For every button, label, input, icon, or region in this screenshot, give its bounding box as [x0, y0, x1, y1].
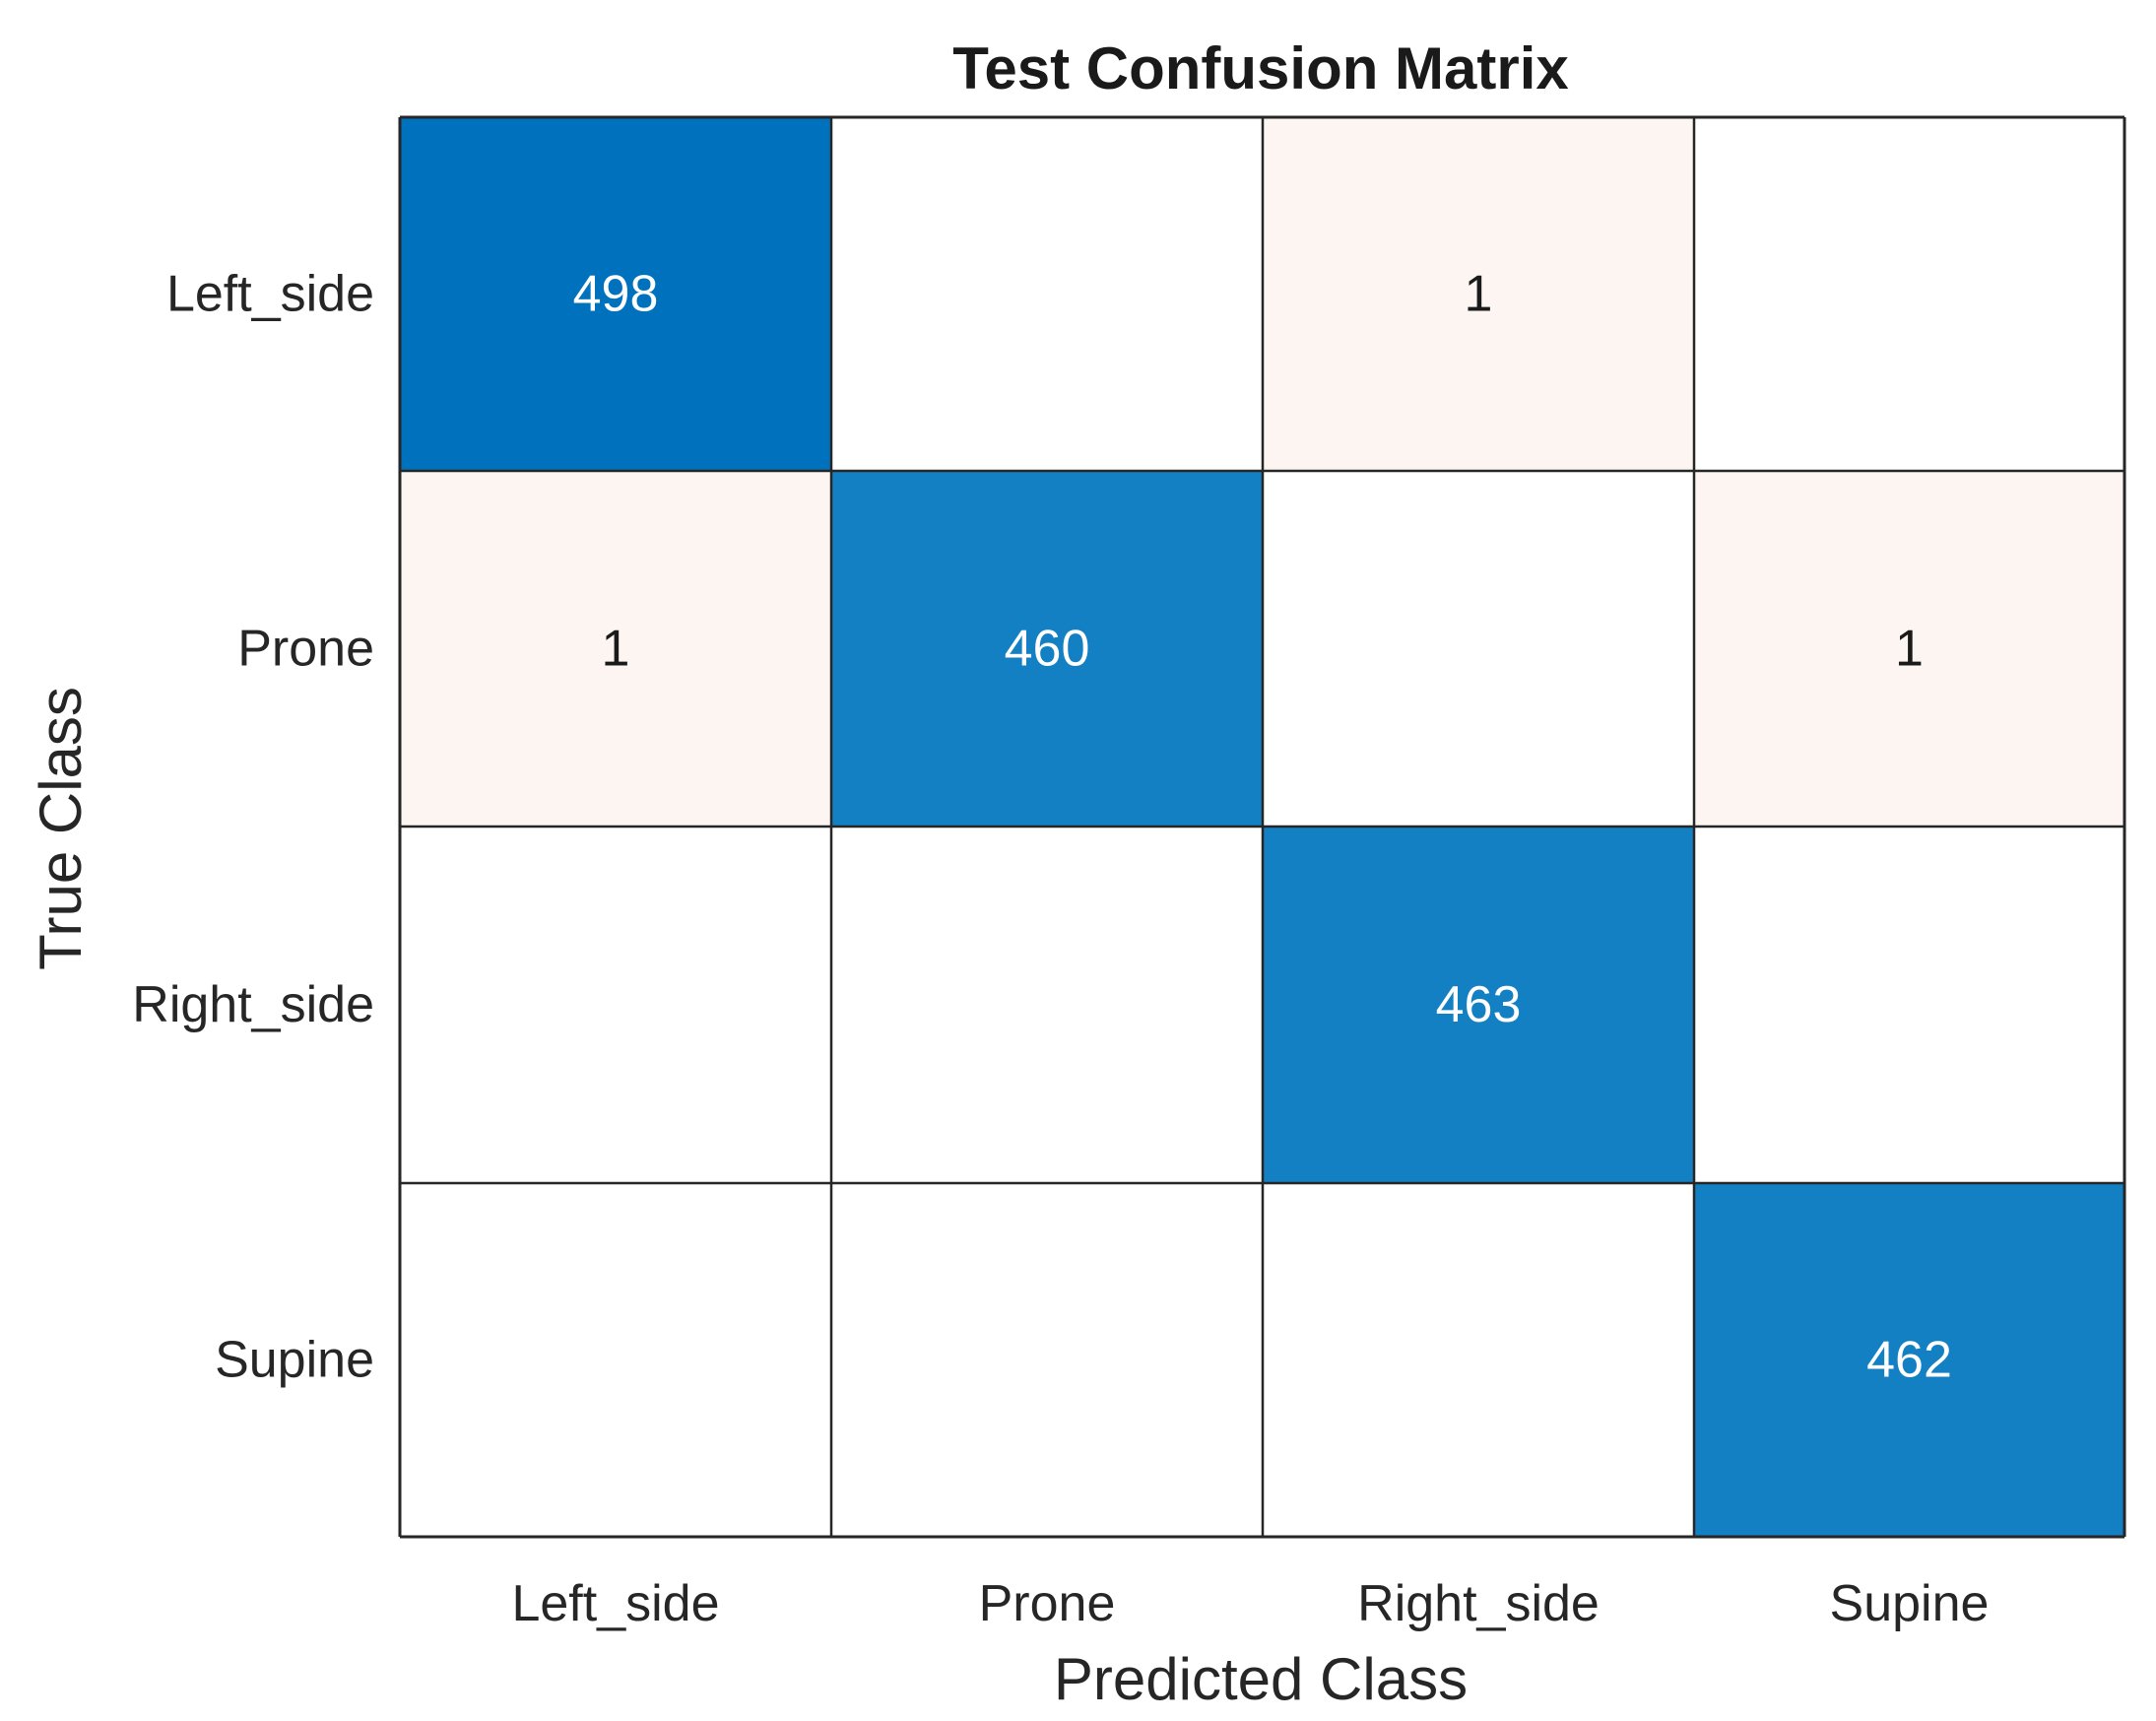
matrix-cell — [831, 1183, 1263, 1537]
x-axis-label: Predicted Class — [1054, 1646, 1468, 1712]
x-tick-label: Supine — [1830, 1575, 1990, 1632]
matrix-cell — [1694, 827, 2124, 1183]
matrix-cells — [400, 117, 2124, 1537]
matrix-cell — [831, 471, 1263, 827]
matrix-cell — [1263, 1183, 1694, 1537]
cell-value-label: 460 — [1005, 621, 1090, 678]
cell-value-label: 1 — [1465, 266, 1493, 323]
matrix-cell — [400, 117, 831, 471]
x-tick-label: Prone — [979, 1575, 1116, 1632]
y-axis-label: True Class — [28, 687, 94, 970]
matrix-cell — [1694, 471, 2124, 827]
matrix-cell — [1263, 471, 1694, 827]
cell-value-label: 1 — [1895, 621, 1924, 678]
matrix-cell — [400, 827, 831, 1183]
y-tick-label: Right_side — [132, 976, 374, 1033]
matrix-cell — [400, 1183, 831, 1537]
matrix-values: 498 1 1 460 1 463 462 — [573, 266, 1952, 1389]
matrix-cell — [1694, 1183, 2124, 1537]
matrix-grid — [398, 115, 2126, 1539]
y-tick-label: Left_side — [166, 266, 374, 323]
y-tick-label: Supine — [215, 1332, 374, 1389]
cell-value-label: 498 — [573, 266, 659, 323]
chart-title: Test Confusion Matrix — [952, 35, 1569, 101]
x-tick-label: Left_side — [511, 1575, 719, 1632]
matrix-cell — [1694, 117, 2124, 471]
matrix-cell — [831, 827, 1263, 1183]
x-tick-label: Right_side — [1357, 1575, 1600, 1632]
matrix-cell — [1263, 117, 1694, 471]
matrix-cell — [400, 471, 831, 827]
cell-value-label: 462 — [1866, 1332, 1952, 1389]
y-tick-label: Prone — [237, 621, 374, 678]
matrix-cell — [831, 117, 1263, 471]
cell-value-label: 1 — [602, 621, 630, 678]
cell-value-label: 463 — [1436, 976, 1522, 1033]
matrix-cell — [1263, 827, 1694, 1183]
y-tick-labels: Left_side Prone Right_side Supine — [132, 266, 374, 1389]
x-tick-labels: Left_side Prone Right_side Supine — [511, 1575, 1989, 1632]
